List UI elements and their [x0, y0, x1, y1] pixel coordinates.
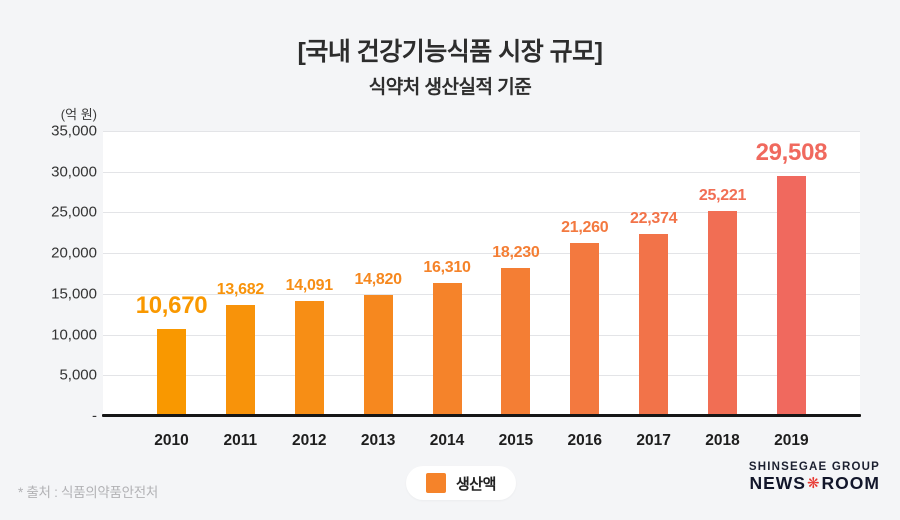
gridline — [103, 131, 860, 132]
bar-2010 — [157, 329, 186, 416]
y-tick-label: 25,000 — [51, 203, 97, 221]
value-label-2011: 13,682 — [216, 280, 264, 298]
y-tick-label: - — [92, 407, 97, 425]
legend-pill: 생산액 — [406, 466, 516, 500]
bar-column-2015: 18,230 2015 — [492, 131, 539, 449]
x-tick-label-2015: 2015 — [498, 432, 534, 449]
value-label-2017: 22,374 — [630, 209, 678, 227]
bar-column-2012: 14,091 2012 — [286, 131, 333, 449]
logo-news-text: NEWS — [749, 472, 806, 493]
bar-series: 10,670 2010 13,682 2011 14,091 2012 14,820 2013… — [103, 131, 860, 449]
value-label-2014: 16,310 — [423, 259, 471, 277]
value-label-2010: 10,670 — [135, 292, 208, 320]
bar-column-2013: 14,820 2013 — [355, 131, 402, 449]
y-tick-label: 30,000 — [51, 163, 97, 181]
y-tick-label: 20,000 — [51, 244, 97, 262]
bar-2019 — [776, 175, 806, 416]
bar-2011 — [225, 304, 255, 416]
flower-icon: ❋ — [806, 475, 821, 493]
logo-newsroom-text: NEWS ❋ ROOM — [749, 472, 880, 493]
bar-2016 — [570, 242, 600, 416]
chart-subtitle: 식약처 생산실적 기준 — [368, 77, 532, 98]
x-tick-label-2017: 2017 — [636, 432, 671, 449]
gridline — [103, 375, 860, 377]
x-tick-label-2012: 2012 — [292, 432, 327, 449]
y-tick-label: 10,000 — [51, 326, 97, 344]
value-label-2016: 21,260 — [561, 218, 609, 236]
y-tick-label: 35,000 — [51, 122, 97, 140]
logo-room-text: ROOM — [821, 472, 880, 493]
bar-column-2011: 13,682 2011 — [217, 131, 264, 449]
gridline — [103, 171, 860, 173]
value-label-2019: 29,508 — [755, 138, 828, 166]
x-tick-label-2018: 2018 — [705, 432, 740, 449]
legend-label: 생산액 — [456, 475, 496, 493]
x-axis-baseline — [102, 414, 861, 417]
value-label-2013: 14,820 — [354, 271, 402, 289]
bar-column-2019: 29,508 2019 — [756, 131, 828, 449]
bar-2015 — [501, 267, 531, 416]
bar-column-2017: 22,374 2017 — [630, 131, 677, 449]
bar-2018 — [708, 210, 737, 416]
value-label-2015: 18,230 — [492, 243, 540, 261]
value-label-2018: 25,221 — [698, 186, 747, 204]
y-axis-unit-label: (억 원) — [60, 107, 97, 122]
gridline — [103, 253, 860, 255]
y-tick-label: 15,000 — [51, 285, 97, 303]
shinsegae-newsroom-logo: SHINSEGAE GROUP NEWS ❋ ROOM — [749, 461, 880, 493]
chart-title: [국내 건강기능식품 시장 규모] — [297, 38, 604, 66]
x-tick-label-2010: 2010 — [154, 432, 189, 449]
x-tick-label-2013: 2013 — [360, 432, 396, 449]
bar-column-2018: 25,221 2018 — [699, 131, 746, 449]
bar-2014 — [432, 283, 462, 416]
legend-swatch-icon — [426, 473, 446, 493]
bar-column-2010: 10,670 2010 — [136, 131, 208, 449]
plot-area: 10,670 2010 13,682 2011 14,091 2012 14,820 2013… — [103, 131, 860, 449]
bar-column-2016: 21,260 2016 — [561, 131, 608, 449]
gridline — [103, 293, 860, 295]
bar-2012 — [294, 301, 324, 416]
x-tick-label-2014: 2014 — [429, 432, 465, 449]
x-tick-label-2019: 2019 — [774, 432, 809, 449]
x-tick-label-2016: 2016 — [567, 432, 602, 449]
x-tick-label-2011: 2011 — [223, 432, 258, 449]
gridline — [103, 212, 860, 214]
bar-2013 — [363, 295, 393, 416]
gridline — [103, 334, 860, 336]
logo-group-text: SHINSEGAE GROUP — [748, 461, 880, 473]
value-label-2012: 14,091 — [285, 277, 333, 295]
source-note: * 출처 : 식품의약품안전처 — [18, 485, 158, 500]
y-axis-tick-labels: 35,000 30,000 25,000 20,000 15,000 10,000 5,00… — [0, 123, 97, 425]
bar-column-2014: 16,310 2014 — [423, 131, 470, 449]
y-tick-label: 5,000 — [59, 366, 97, 384]
bar-2017 — [639, 233, 669, 416]
